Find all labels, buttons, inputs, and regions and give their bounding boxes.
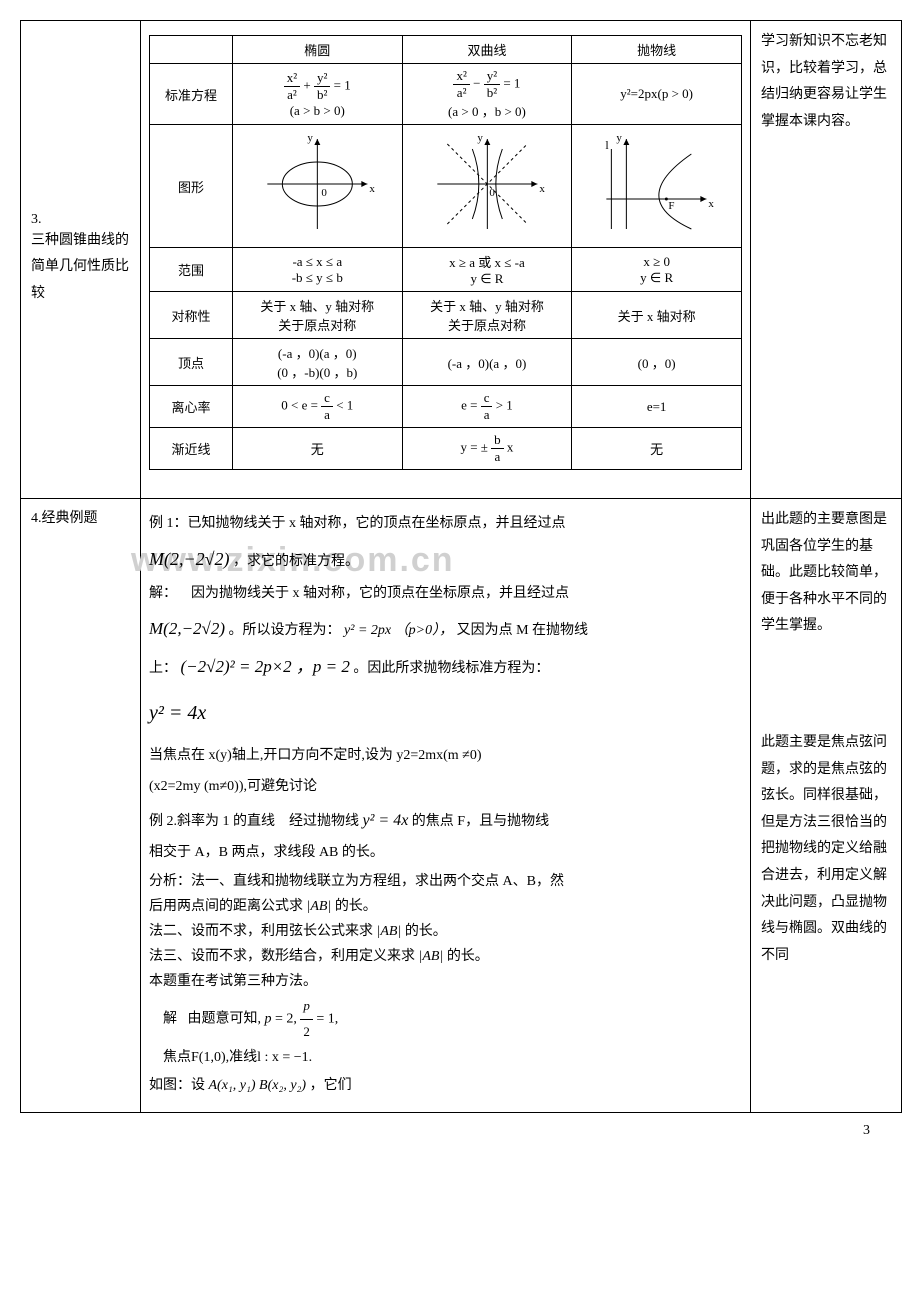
sol-label-2: 解 xyxy=(163,1012,177,1027)
hyper-cond: (a > 0 ，b > 0) xyxy=(448,104,526,119)
svg-text:0: 0 xyxy=(321,187,327,199)
right-col-sec3: 学习新知识不忘老知识，比较着学习，总结归纳更容易让学生掌握本课内容。 xyxy=(751,21,901,498)
table-row: 范围 -a ≤ x ≤ a -b ≤ y ≤ b x ≥ a 或 x ≤ -a … xyxy=(150,248,742,292)
row-vertex-label: 顶点 xyxy=(150,339,233,386)
th-parabola: 抛物线 xyxy=(572,36,742,64)
row-ecc-label: 离心率 xyxy=(150,386,233,428)
mid-col-sec3: 椭圆 双曲线 抛物线 标准方程 x²a² + y²b² = 1 (a > b >… xyxy=(141,21,751,498)
parab-ecc: e=1 xyxy=(572,386,742,428)
table-row: 图形 x y 0 xyxy=(150,125,742,248)
hyper-vertex: (-a ，0)(a ，0) xyxy=(402,339,572,386)
example-1: 例 1：已知抛物线关于 x 轴对称，它的顶点在坐标原点，并且经过点 M(2,−2… xyxy=(149,509,742,1102)
sec4-right-note1: 出此题的主要意图是巩固各位学生的基础。此题比较简单，便于各种水平不同的学生掌握。 xyxy=(761,507,891,640)
sec4-right-note2: 此题主要是焦点弦问题，求的是焦点弦的弦长。同样很基础，但是方法三很恰当的把抛物线… xyxy=(761,730,891,969)
hyper-graph: x y 0 xyxy=(402,125,572,248)
table-row: 对称性 关于 x 轴、y 轴对称 关于原点对称 关于 x 轴、y 轴对称 关于原… xyxy=(150,292,742,339)
solution-label: 解： xyxy=(149,586,177,601)
th-blank xyxy=(150,36,233,64)
svg-text:0: 0 xyxy=(489,187,495,199)
table-row: 标准方程 x²a² + y²b² = 1 (a > b > 0) x²a² − … xyxy=(150,64,742,125)
svg-text:y: y xyxy=(477,132,483,144)
sec4-title: 4.经典例题 xyxy=(31,507,130,527)
parab-asym: 无 xyxy=(572,428,742,470)
table-row: 离心率 0 < e = ca < 1 e = ca > 1 e=1 xyxy=(150,386,742,428)
row-section-4: 4.经典例题 www.zixin.com.cn 例 1：已知抛物线关于 x 轴对… xyxy=(21,498,901,1112)
svg-text:x: x xyxy=(539,183,545,195)
page-frame: 3. 三种圆锥曲线的简单几何性质比较 椭圆 双曲线 抛物线 标准方程 x²a² … xyxy=(20,20,902,1113)
point-m: M(2,−2√2) xyxy=(149,549,230,569)
row-graph-label: 图形 xyxy=(150,125,233,248)
sec3-num: 3. xyxy=(31,212,130,228)
row-asym-label: 渐近线 xyxy=(150,428,233,470)
svg-text:x: x xyxy=(709,198,715,210)
parab-vertex: (0 ，0) xyxy=(572,339,742,386)
svg-text:x: x xyxy=(369,183,375,195)
parab-eq: y²=2px(p > 0) xyxy=(572,64,742,125)
ellipse-cond: (a > b > 0) xyxy=(290,103,345,118)
ellipse-ecc: 0 < e = ca < 1 xyxy=(232,386,402,428)
mid-col-sec4: www.zixin.com.cn 例 1：已知抛物线关于 x 轴对称，它的顶点在… xyxy=(141,499,751,1112)
th-ellipse: 椭圆 xyxy=(232,36,402,64)
row-sym-label: 对称性 xyxy=(150,292,233,339)
ellipse-vertex: (-a ，0)(a ，0) (0 ，-b)(0 ，b) xyxy=(232,339,402,386)
ellipse-graph: x y 0 xyxy=(232,125,402,248)
ellipse-range: -a ≤ x ≤ a -b ≤ y ≤ b xyxy=(232,248,402,292)
ellipse-eq: x²a² + y²b² = 1 (a > b > 0) xyxy=(232,64,402,125)
svg-text:F: F xyxy=(669,200,675,212)
parab-graph: l x y F xyxy=(572,125,742,248)
hyper-asym: y = ± ba x xyxy=(402,428,572,470)
page-number: 3 xyxy=(20,1113,900,1143)
row-eq-label: 标准方程 xyxy=(150,64,233,125)
ellipse-sym: 关于 x 轴、y 轴对称 关于原点对称 xyxy=(232,292,402,339)
hyper-sym: 关于 x 轴、y 轴对称 关于原点对称 xyxy=(402,292,572,339)
table-row: 顶点 (-a ，0)(a ，0) (0 ，-b)(0 ，b) (-a ，0)(a… xyxy=(150,339,742,386)
svg-text:l: l xyxy=(606,138,610,152)
ellipse-asym: 无 xyxy=(232,428,402,470)
table-row: 椭圆 双曲线 抛物线 xyxy=(150,36,742,64)
sec3-right-note: 学习新知识不忘老知识，比较着学习，总结归纳更容易让学生掌握本课内容。 xyxy=(761,29,891,135)
hyper-eq: x²a² − y²b² = 1 (a > 0 ，b > 0) xyxy=(402,64,572,125)
sec3-title: 三种圆锥曲线的简单几何性质比较 xyxy=(31,228,130,308)
parab-sym: 关于 x 轴对称 xyxy=(572,292,742,339)
row-range-label: 范围 xyxy=(150,248,233,292)
hyper-ecc: e = ca > 1 xyxy=(402,386,572,428)
svg-text:y: y xyxy=(617,132,623,144)
left-col-sec3: 3. 三种圆锥曲线的简单几何性质比较 xyxy=(21,21,141,498)
comparison-table: 椭圆 双曲线 抛物线 标准方程 x²a² + y²b² = 1 (a > b >… xyxy=(149,35,742,470)
hyper-range: x ≥ a 或 x ≤ -a y ∈ R xyxy=(402,248,572,292)
svg-text:y: y xyxy=(307,132,313,144)
table-row: 渐近线 无 y = ± ba x 无 xyxy=(150,428,742,470)
row-section-3: 3. 三种圆锥曲线的简单几何性质比较 椭圆 双曲线 抛物线 标准方程 x²a² … xyxy=(21,21,901,498)
ex1-result: y² = 4x xyxy=(149,685,742,741)
left-col-sec4: 4.经典例题 xyxy=(21,499,141,1112)
th-hyperbola: 双曲线 xyxy=(402,36,572,64)
right-col-sec4: 出此题的主要意图是巩固各位学生的基础。此题比较简单，便于各种水平不同的学生掌握。… xyxy=(751,499,901,1112)
parab-range: x ≥ 0 y ∈ R xyxy=(572,248,742,292)
